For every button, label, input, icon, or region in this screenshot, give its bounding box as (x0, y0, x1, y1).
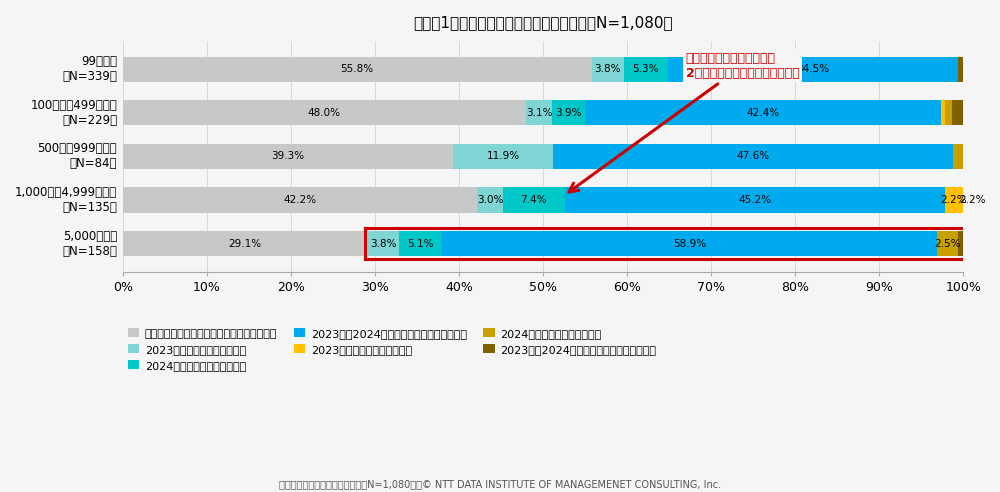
Text: 3.8%: 3.8% (370, 239, 396, 248)
Legend: 賃上げ・賃下げは、どちらも行われていない, 2023年のみ賃上げが行われた, 2024年のみ賃上げが行われた, 2023年／2024年どちらも賃上げが行われた,: 賃上げ・賃下げは、どちらも行われていない, 2023年のみ賃上げが行われた, 2… (128, 328, 656, 370)
Text: 「賃上げ実施状況（企業規模別、N=1,080）」© NTT DATA INSTITUTE OF MANAGEMENET CONSULTING, Inc.: 「賃上げ実施状況（企業規模別、N=1,080）」© NTT DATA INSTI… (279, 480, 721, 490)
Text: 55.8%: 55.8% (341, 64, 374, 74)
Title: 【図表1】賃上げの実施状況（企業規模別、N=1,080）: 【図表1】賃上げの実施状況（企業規模別、N=1,080） (413, 15, 673, 30)
Text: 7.4%: 7.4% (520, 195, 547, 205)
Bar (953, 144, 963, 169)
Text: 29.1%: 29.1% (228, 239, 262, 248)
Text: 42.2%: 42.2% (283, 195, 317, 205)
Text: 47.6%: 47.6% (737, 152, 770, 161)
Text: 2.2%: 2.2% (941, 195, 967, 205)
Text: 3.1%: 3.1% (526, 108, 552, 118)
Bar (526, 100, 552, 125)
Bar (365, 228, 966, 259)
Text: 45.2%: 45.2% (738, 195, 771, 205)
Bar (123, 187, 477, 213)
Bar (937, 231, 958, 256)
Bar (453, 144, 553, 169)
Text: 39.3%: 39.3% (271, 152, 304, 161)
Bar (123, 144, 453, 169)
Text: 3.9%: 3.9% (555, 108, 582, 118)
Bar (123, 231, 367, 256)
Bar (668, 57, 958, 82)
Bar (477, 187, 503, 213)
Bar (503, 187, 565, 213)
Text: 3.8%: 3.8% (594, 64, 621, 74)
Bar (963, 187, 982, 213)
Bar (399, 231, 442, 256)
Bar (123, 57, 592, 82)
Text: 48.0%: 48.0% (308, 108, 341, 118)
Text: 42.4%: 42.4% (747, 108, 780, 118)
Bar (442, 231, 937, 256)
Text: 58.9%: 58.9% (673, 239, 706, 248)
Bar (367, 231, 399, 256)
Bar (945, 187, 963, 213)
Text: 11.9%: 11.9% (486, 152, 520, 161)
Text: 従業員規模が大きいほど、
2年連続で賃上げを実施している: 従業員規模が大きいほど、 2年連続で賃上げを実施している (569, 52, 800, 192)
Bar (552, 100, 585, 125)
Bar (585, 100, 941, 125)
Bar (952, 100, 963, 125)
Bar (958, 57, 963, 82)
Text: 5.1%: 5.1% (407, 239, 434, 248)
Text: 2.2%: 2.2% (959, 195, 986, 205)
Bar (565, 187, 945, 213)
Text: 34.5%: 34.5% (797, 64, 830, 74)
Text: 5.3%: 5.3% (633, 64, 659, 74)
Bar (941, 100, 945, 125)
Text: 2.5%: 2.5% (934, 239, 961, 248)
Text: 3.0%: 3.0% (477, 195, 503, 205)
Bar (958, 231, 963, 256)
Bar (592, 57, 624, 82)
Bar (123, 100, 526, 125)
Bar (945, 100, 952, 125)
Bar (553, 144, 953, 169)
Bar (624, 57, 668, 82)
